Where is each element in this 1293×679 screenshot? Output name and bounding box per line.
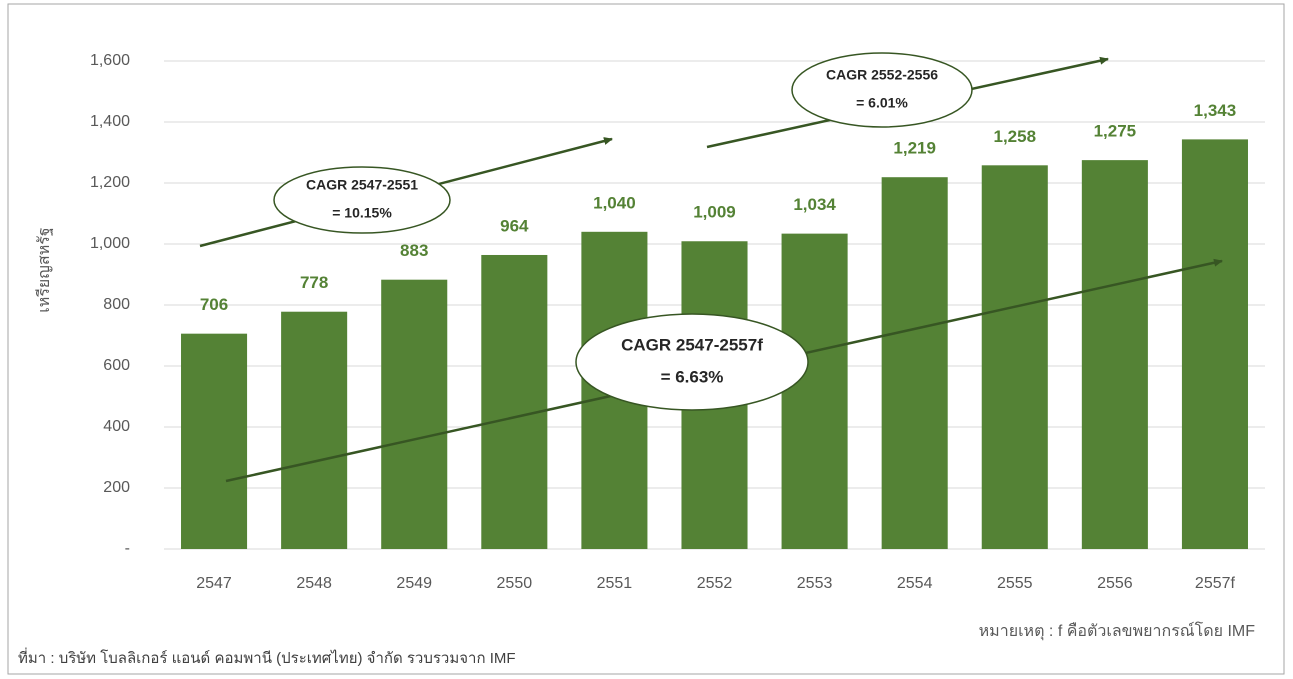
- annotations: CAGR 2547-2551 = 10.15% CAGR 2552-2556 = 6.…: [273, 52, 973, 411]
- x-tick-label: 2552: [697, 575, 733, 592]
- x-tick-label: 2555: [997, 575, 1033, 592]
- annotation-text: = 6.01%: [856, 95, 908, 111]
- value-label: 883: [400, 241, 428, 260]
- annotation-text: = 6.63%: [661, 367, 724, 386]
- y-tick-label: 1,600: [90, 52, 130, 69]
- bar: [381, 279, 448, 549]
- y-tick-label: 600: [103, 357, 130, 374]
- x-tick-label: 2551: [597, 575, 633, 592]
- value-label: 1,258: [993, 127, 1036, 146]
- annotation-text: = 10.15%: [332, 205, 392, 221]
- annotation-bubble: [273, 166, 451, 234]
- annotation-bubble: [791, 52, 973, 128]
- x-tick-label: 2553: [797, 575, 833, 592]
- value-label: 778: [300, 273, 328, 292]
- value-label: 1,275: [1094, 122, 1137, 141]
- value-label: 1,009: [693, 203, 736, 222]
- x-tick-label: 2550: [497, 575, 533, 592]
- value-label: 1,034: [793, 195, 836, 214]
- value-label: 1,040: [593, 193, 636, 212]
- value-label: 706: [200, 295, 228, 314]
- source: ที่มา : บริษัท โบลลิเกอร์ แอนด์ คอมพานี …: [18, 647, 516, 667]
- bar: [981, 165, 1048, 549]
- y-tick-label: -: [125, 540, 130, 557]
- y-tick-label: 400: [103, 418, 130, 435]
- annotation-text: CAGR 2547-2551: [306, 177, 418, 193]
- y-tick-label: 1,200: [90, 174, 130, 191]
- value-label: 1,219: [893, 139, 936, 158]
- value-label: 964: [500, 216, 529, 235]
- note: หมายเหตุ : f คือตัวเลขพยากรณ์โดย IMF: [979, 621, 1256, 641]
- bars: 2547 706 2548 778 2549 883 2550 964 2551 1,040 255…: [181, 101, 1248, 592]
- annotation-text: CAGR 2547-2557f: [621, 335, 763, 354]
- annotation-bubble: [575, 313, 809, 411]
- bar: [1181, 139, 1248, 549]
- value-label: 1,343: [1194, 101, 1237, 120]
- x-tick-label: 2547: [196, 575, 232, 592]
- bar: [481, 254, 548, 550]
- bar: [181, 333, 248, 549]
- x-tick-label: 2557f: [1195, 575, 1236, 592]
- frame: [7, 3, 1285, 675]
- x-tick-label: 2548: [296, 575, 332, 592]
- x-tick-label: 2556: [1097, 575, 1133, 592]
- x-tick-label: 2554: [897, 575, 933, 592]
- y-tick-label: 200: [103, 479, 130, 496]
- y-tick-label: 800: [103, 296, 130, 313]
- y-tick-label: 1,000: [90, 235, 130, 252]
- y-axis-label: เหรียญสหรัฐ: [35, 227, 53, 312]
- y-tick-label: 1,400: [90, 113, 130, 130]
- bar: [281, 311, 348, 549]
- bar: [781, 233, 848, 549]
- annotation-text: CAGR 2552-2556: [826, 67, 938, 83]
- bar: [1081, 160, 1148, 549]
- x-tick-label: 2549: [396, 575, 432, 592]
- bar: [881, 177, 948, 549]
